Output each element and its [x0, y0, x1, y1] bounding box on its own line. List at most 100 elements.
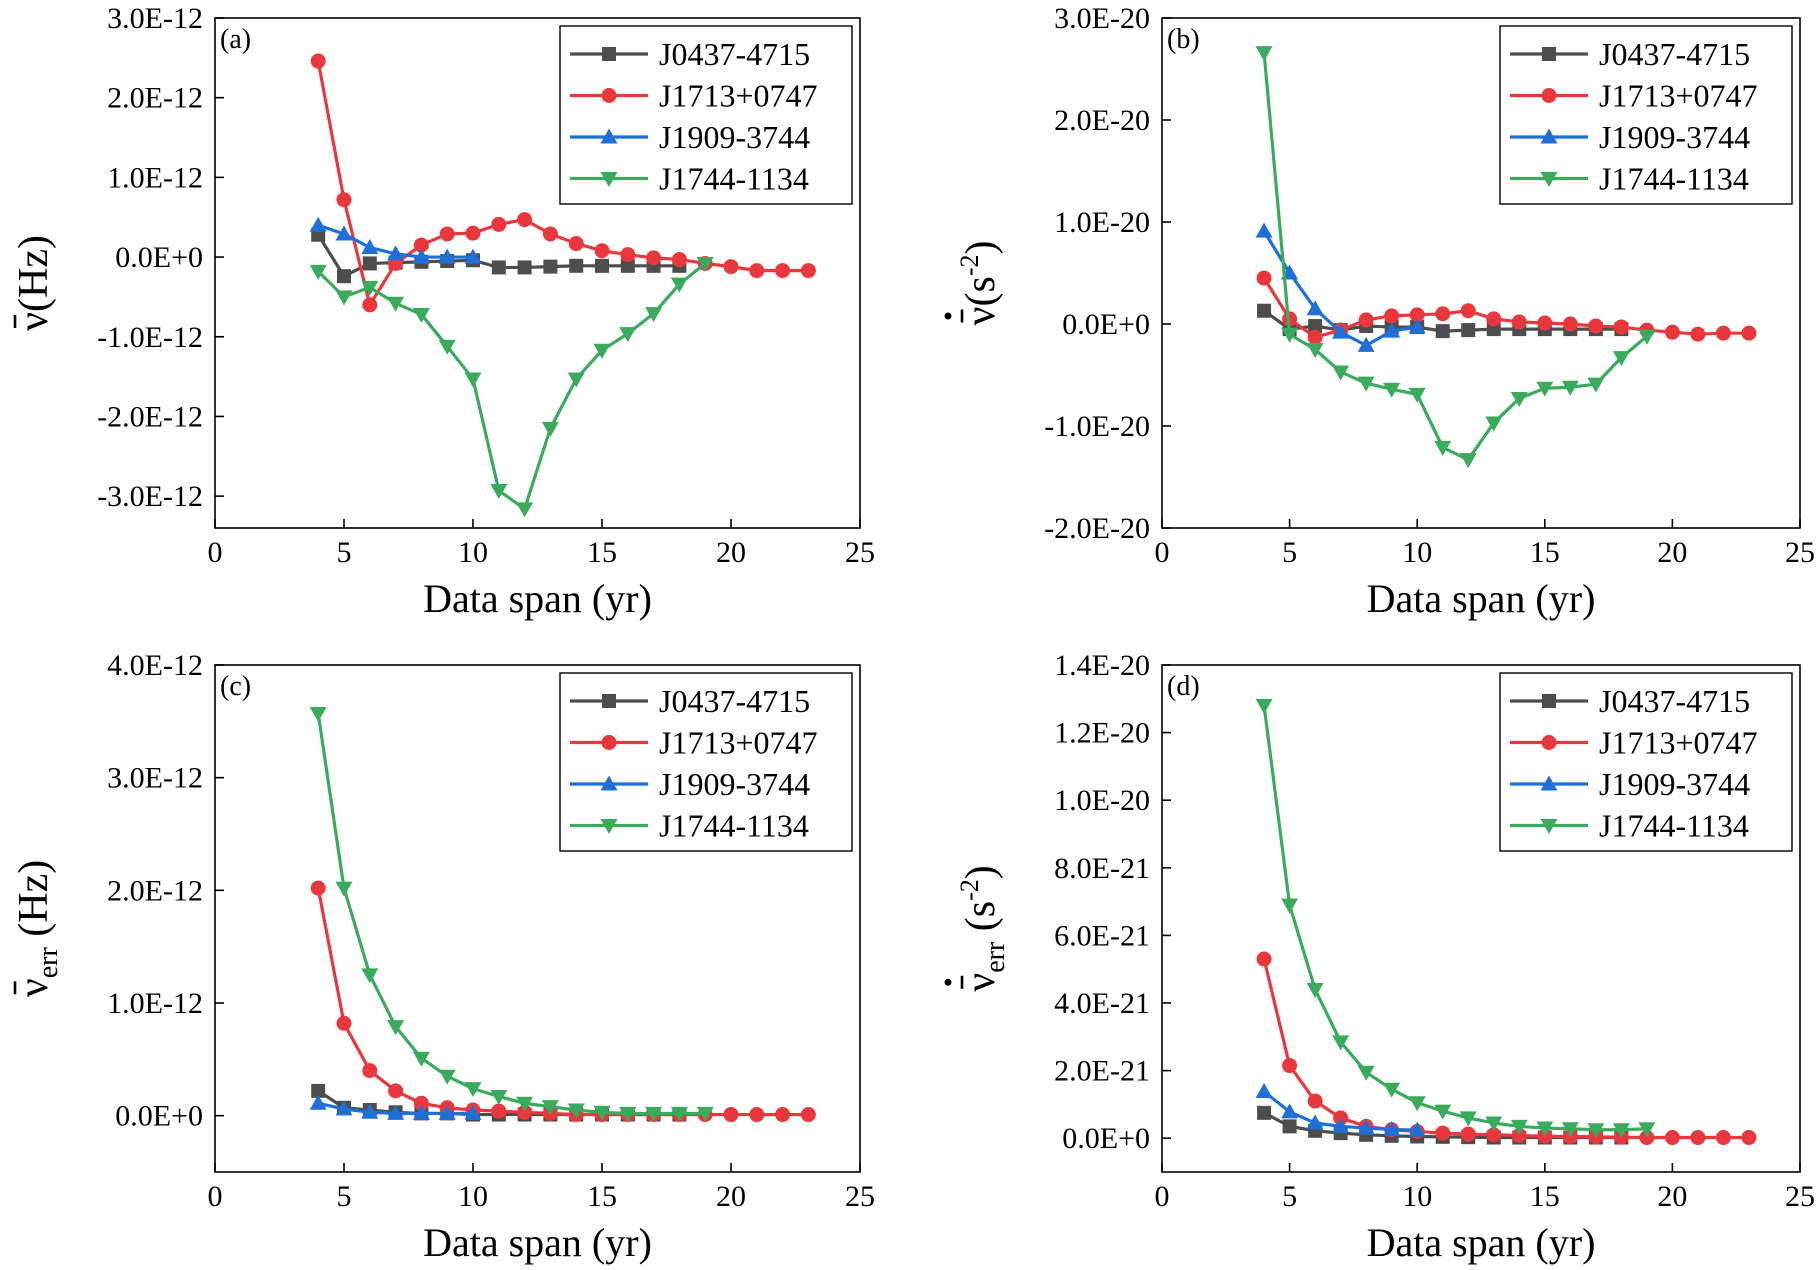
x-tick-label: 15 [587, 1180, 617, 1213]
y-tick-label: 0.0E+0 [115, 241, 203, 274]
legend-swatch-marker [1541, 735, 1557, 750]
data-point [800, 1107, 816, 1123]
data-point [1408, 1096, 1426, 1112]
data-point [1281, 898, 1299, 914]
legend-entry: J1744-1134 [570, 808, 809, 844]
y-tick-label: -2.0E-12 [97, 400, 203, 433]
data-point [464, 1082, 482, 1098]
data-point [413, 237, 429, 253]
data-point [1357, 1065, 1375, 1081]
data-point [620, 247, 636, 263]
y-axis-dot [944, 312, 952, 320]
y-tick-label: 0.0E+0 [1062, 1122, 1150, 1155]
legend-label: J0437-4715 [1599, 683, 1750, 719]
data-point [1486, 1127, 1502, 1143]
y-tick-label: 1.4E-20 [1054, 649, 1150, 682]
data-point [1562, 316, 1578, 332]
y-axis-unit-close: ) [958, 240, 1004, 254]
data-point [517, 212, 533, 228]
legend-label: J1909-3744 [659, 766, 810, 802]
x-tick-label: 25 [845, 1180, 875, 1213]
legend-swatch-marker [1540, 128, 1558, 144]
x-tick-label: 20 [716, 536, 746, 569]
data-point [387, 1104, 405, 1120]
data-point [567, 1103, 585, 1119]
x-tick-label: 10 [458, 536, 488, 569]
chart-panel-1: 0 5 10 15 20 25 3.0E-12 2.0E-12 1.0E-12 0.0E+0 -1.… [11, 2, 875, 621]
y-axis-title-text: ν(s-2) [955, 240, 1004, 325]
legend-swatch-marker [1542, 694, 1556, 708]
data-point [412, 307, 430, 323]
series-J1909-3744 [1255, 222, 1426, 352]
panel-label: (d) [1167, 671, 1200, 702]
data-point [310, 880, 326, 896]
data-point [723, 259, 739, 275]
legend-label: J1713+0747 [1599, 78, 1758, 114]
series-J1744-1134 [1255, 699, 1656, 1139]
data-point [619, 327, 637, 343]
y-axis-symbol-nu: ν [11, 978, 57, 997]
data-point [1332, 1117, 1350, 1133]
legend-swatch-marker [1540, 172, 1558, 187]
data-point [1715, 1130, 1731, 1146]
y-tick-label: -3.0E-12 [97, 480, 203, 513]
data-point [1332, 323, 1350, 339]
data-point [1282, 1119, 1297, 1134]
series-J1713+0747 [310, 880, 816, 1123]
legend-label: J1909-3744 [659, 119, 810, 155]
legend-label: J1744-1134 [659, 161, 809, 197]
y-axis-dot [944, 978, 952, 986]
data-point [1257, 303, 1272, 318]
data-point [1510, 1119, 1528, 1135]
series-line [1262, 52, 1648, 462]
data-point [1511, 314, 1527, 330]
legend-swatch-marker [601, 735, 617, 750]
x-tick-label: 20 [716, 1180, 746, 1213]
legend-entry: J0437-4715 [1510, 36, 1750, 72]
x-tick-label: 25 [1785, 536, 1815, 569]
y-axis-unit-superscript: -2 [955, 879, 984, 901]
legend-entry: J1909-3744 [1510, 119, 1750, 155]
data-point [1486, 311, 1502, 327]
data-point [670, 277, 688, 293]
data-point [1306, 343, 1324, 358]
data-point [438, 1104, 456, 1120]
y-axis-title: ν(s-2) [944, 240, 1004, 326]
data-point [1434, 440, 1452, 456]
data-point [1460, 1126, 1476, 1142]
chart-panel-3: 0 5 10 15 20 25 4.0E-12 3.0E-12 2.0E-12 1.0E-12 0.… [11, 649, 875, 1265]
legend-label: J0437-4715 [659, 683, 810, 719]
data-point [309, 1094, 327, 1110]
legend-entry: J1744-1134 [570, 161, 809, 197]
legend-label: J1713+0747 [1599, 725, 1758, 761]
data-point [1537, 315, 1553, 331]
series-line [317, 262, 707, 511]
data-point [1409, 307, 1425, 323]
y-axis-symbol-nu: ν [11, 312, 57, 331]
data-point [438, 1069, 456, 1085]
data-point [1459, 1111, 1477, 1127]
data-point [1690, 1130, 1706, 1146]
data-point [1485, 1116, 1503, 1132]
data-point [412, 248, 430, 264]
y-tick-label: 8.0E-21 [1054, 852, 1150, 885]
data-point [1408, 318, 1426, 334]
legend-label: J0437-4715 [659, 36, 810, 72]
series-line [316, 713, 706, 1116]
data-point [464, 372, 482, 388]
data-point [1306, 300, 1324, 316]
data-point [362, 297, 378, 313]
data-point [362, 256, 377, 271]
y-axis-subscript: err [33, 947, 64, 979]
data-point [696, 256, 714, 272]
series-J1713+0747 [1256, 951, 1757, 1146]
y-axis-title-text: ν(Hz) [11, 235, 57, 331]
x-tick-label: 10 [1402, 1180, 1432, 1213]
data-point [1383, 1082, 1401, 1098]
data-point [1281, 1103, 1299, 1119]
data-point [1357, 1119, 1375, 1135]
series-J1909-3744 [309, 216, 482, 264]
legend-swatch-marker [600, 775, 618, 791]
x-axis-title: Data span (yr) [423, 576, 652, 621]
